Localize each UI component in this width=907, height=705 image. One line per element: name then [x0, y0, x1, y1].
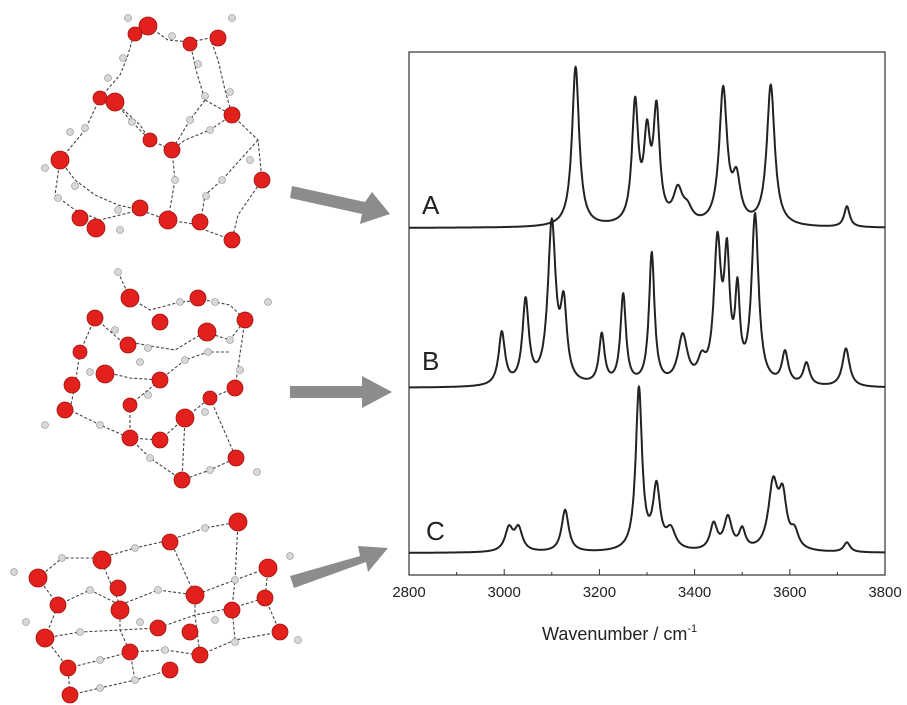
spectrum-b [408, 212, 886, 389]
water-cluster-cage-b-icon [41, 268, 272, 489]
series-label-c: C [426, 516, 445, 546]
x-tick-label: 3400 [678, 584, 711, 601]
spectra [408, 65, 886, 554]
water-cluster-prism-c-icon [10, 512, 302, 704]
arrow-a-icon [290, 186, 390, 224]
x-tick-label: 3800 [868, 584, 901, 601]
spectrum-c [408, 385, 886, 554]
x-tick-label: 3000 [488, 584, 521, 601]
x-tick-label: 2800 [392, 584, 425, 601]
x-axis-tick-labels: 2800 3000 3200 3400 3600 3800 [392, 584, 901, 601]
x-axis-ticks [408, 569, 886, 575]
spectrum-a [408, 65, 886, 229]
x-tick-label: 3600 [773, 584, 806, 601]
arrow-c-icon [290, 546, 388, 588]
series-label-a: A [422, 190, 440, 220]
series-label-b: B [422, 346, 439, 376]
arrow-b-icon [290, 376, 392, 408]
x-axis-title: Wavenumber / cm-1 [542, 623, 697, 644]
plot-frame [408, 51, 886, 576]
panel-labels: A B C [422, 190, 445, 546]
x-tick-label: 3200 [583, 584, 616, 601]
water-cluster-cage-a-icon [41, 14, 271, 249]
